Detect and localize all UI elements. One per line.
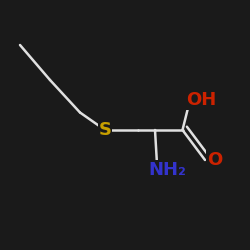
Text: O: O [208,151,223,169]
Text: OH: OH [186,91,216,109]
Text: NH₂: NH₂ [148,161,186,179]
Text: S: S [98,121,112,139]
